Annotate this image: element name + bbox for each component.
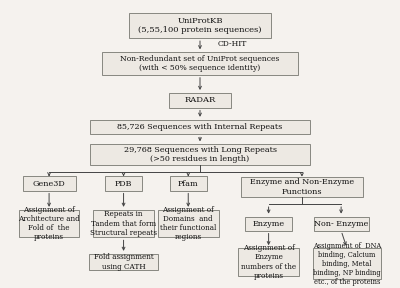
FancyBboxPatch shape [313,249,381,279]
FancyBboxPatch shape [130,13,270,38]
Text: CD-HIT: CD-HIT [218,40,247,48]
FancyBboxPatch shape [23,177,76,191]
Text: Assignment of
Domains  and
their functional
regions: Assignment of Domains and their function… [160,206,216,241]
FancyBboxPatch shape [314,217,368,231]
FancyBboxPatch shape [238,248,299,276]
Text: Fold assignment
using CATH: Fold assignment using CATH [94,253,154,271]
FancyBboxPatch shape [158,210,219,237]
Text: UniProtKB
(5,55,100 protein sequences): UniProtKB (5,55,100 protein sequences) [138,17,262,34]
Text: Enzyme and Non-Enzyme
Functions: Enzyme and Non-Enzyme Functions [250,178,354,196]
Text: Assignment of  DNA
binding, Calcium
binding, Metal
binding, NP binding
etc., of : Assignment of DNA binding, Calcium bindi… [313,242,381,286]
FancyBboxPatch shape [90,144,310,165]
FancyBboxPatch shape [19,210,80,237]
Text: PDB: PDB [115,179,132,187]
Text: Assignment of
Enzyme
numbers of the
proteins: Assignment of Enzyme numbers of the prot… [241,244,296,280]
FancyBboxPatch shape [241,177,363,197]
FancyBboxPatch shape [93,210,154,237]
FancyBboxPatch shape [105,177,142,191]
Text: Gene3D: Gene3D [33,179,66,187]
FancyBboxPatch shape [90,120,310,134]
FancyBboxPatch shape [89,254,158,270]
FancyBboxPatch shape [102,52,298,75]
Text: Pfam: Pfam [178,179,198,187]
FancyBboxPatch shape [169,93,231,108]
Text: RADAR: RADAR [184,96,216,104]
Text: 85,726 Sequences with Internal Repeats: 85,726 Sequences with Internal Repeats [117,123,283,131]
Text: Repeats in
Tandem that form
Structural repeats: Repeats in Tandem that form Structural r… [90,211,157,237]
Text: 29,768 Sequences with Long Repeats
(>50 residues in length): 29,768 Sequences with Long Repeats (>50 … [124,146,276,163]
Text: Non- Enzyme: Non- Enzyme [314,219,368,228]
FancyBboxPatch shape [170,177,207,191]
Text: Non-Redundant set of UniProt sequences
(with < 50% sequence identity): Non-Redundant set of UniProt sequences (… [120,55,280,72]
Text: Enzyme: Enzyme [252,219,285,228]
Text: Assignment of
Architecture and
Fold of  the
proteins: Assignment of Architecture and Fold of t… [18,206,80,241]
FancyBboxPatch shape [245,217,292,231]
